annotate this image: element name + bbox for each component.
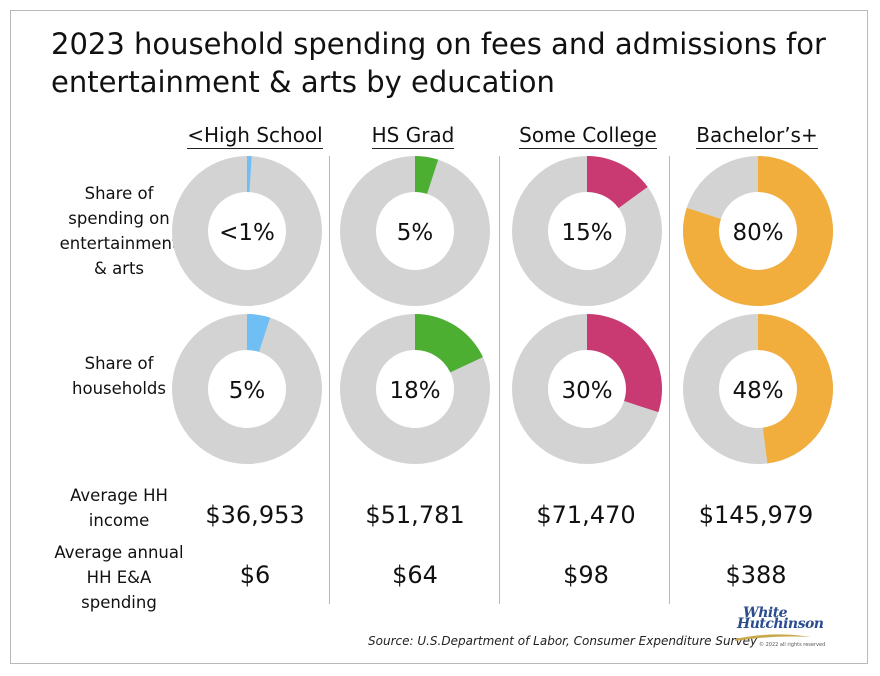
donut-segment xyxy=(758,314,834,464)
column-header-bachelors: Bachelor’s+ xyxy=(677,123,837,149)
donut-chart: 18% xyxy=(340,314,490,464)
income-value: $51,781 xyxy=(365,501,465,529)
donut-chart: 5% xyxy=(340,156,490,306)
donut-value-label: <1% xyxy=(219,220,275,246)
donut-segment xyxy=(415,156,439,194)
logo-swoosh-icon xyxy=(735,634,811,641)
row-label-households-share: Share of households xyxy=(72,354,166,398)
logo-text-line2: Hutchinson xyxy=(737,616,824,632)
income-value: $145,979 xyxy=(698,501,814,529)
donut-value-label: 18% xyxy=(389,378,440,404)
column-header-less-than-high-school: <High School xyxy=(175,123,335,149)
donut-segment xyxy=(683,156,834,306)
source-note: Source: U.S.Department of Labor, Consume… xyxy=(368,634,758,648)
column-header-label: Bachelor’s+ xyxy=(696,123,818,149)
donut-value-label: 80% xyxy=(732,220,783,246)
row-label-ea-spending: Average annual HH E&A spending xyxy=(54,543,184,612)
donut-chart: 80% xyxy=(683,156,834,306)
donut-value-label: 5% xyxy=(229,378,266,404)
logo-copyright: © 2022 all rights reserved xyxy=(759,642,826,648)
ea-spending-value: $64 xyxy=(392,561,438,589)
ea-spending-value: $98 xyxy=(563,561,609,589)
donut-value-label: 48% xyxy=(732,378,783,404)
ea-spending-value: $388 xyxy=(725,561,787,589)
column-divider xyxy=(669,156,670,604)
donut-segment xyxy=(587,314,663,413)
ea-spending-value: $6 xyxy=(239,561,271,589)
donut-chart: 30% xyxy=(512,314,663,464)
donut-segment xyxy=(415,314,483,373)
logo-text-line1: White xyxy=(743,605,788,621)
chart-slide: 2023 household spending on fees and admi… xyxy=(10,10,868,664)
donut-chart: <1% xyxy=(172,156,322,306)
donut-segment xyxy=(247,156,252,193)
row-label-spending-share: Share of spending on entertainment & art… xyxy=(59,184,179,278)
donut-segment xyxy=(247,314,271,352)
white-hutchinson-logo: White Hutchinson © 2022 all rights reser… xyxy=(733,605,825,651)
donut-value-label: 5% xyxy=(397,220,434,246)
column-header-some-college: Some College xyxy=(508,123,668,149)
donut-segment xyxy=(587,156,648,209)
donut-chart: 5% xyxy=(172,314,322,464)
donut-value-label: 15% xyxy=(561,220,612,246)
column-divider xyxy=(499,156,500,604)
column-header-label: HS Grad xyxy=(371,123,455,149)
column-header-hs-grad: HS Grad xyxy=(333,123,493,149)
chart-title: 2023 household spending on fees and admi… xyxy=(51,27,826,99)
donut-chart: 48% xyxy=(683,314,834,464)
donut-chart: 15% xyxy=(512,156,662,306)
donut-charts: <1% 5% 15% 80% 5% 18% 30% 48% xyxy=(172,156,834,464)
row-label-income: Average HH income xyxy=(70,486,168,530)
income-value: $71,470 xyxy=(536,501,636,529)
donut-value-label: 30% xyxy=(561,378,612,404)
column-header-label: Some College xyxy=(519,123,657,149)
column-header-label: <High School xyxy=(187,123,323,149)
column-divider xyxy=(329,156,330,604)
income-value: $36,953 xyxy=(205,501,305,529)
